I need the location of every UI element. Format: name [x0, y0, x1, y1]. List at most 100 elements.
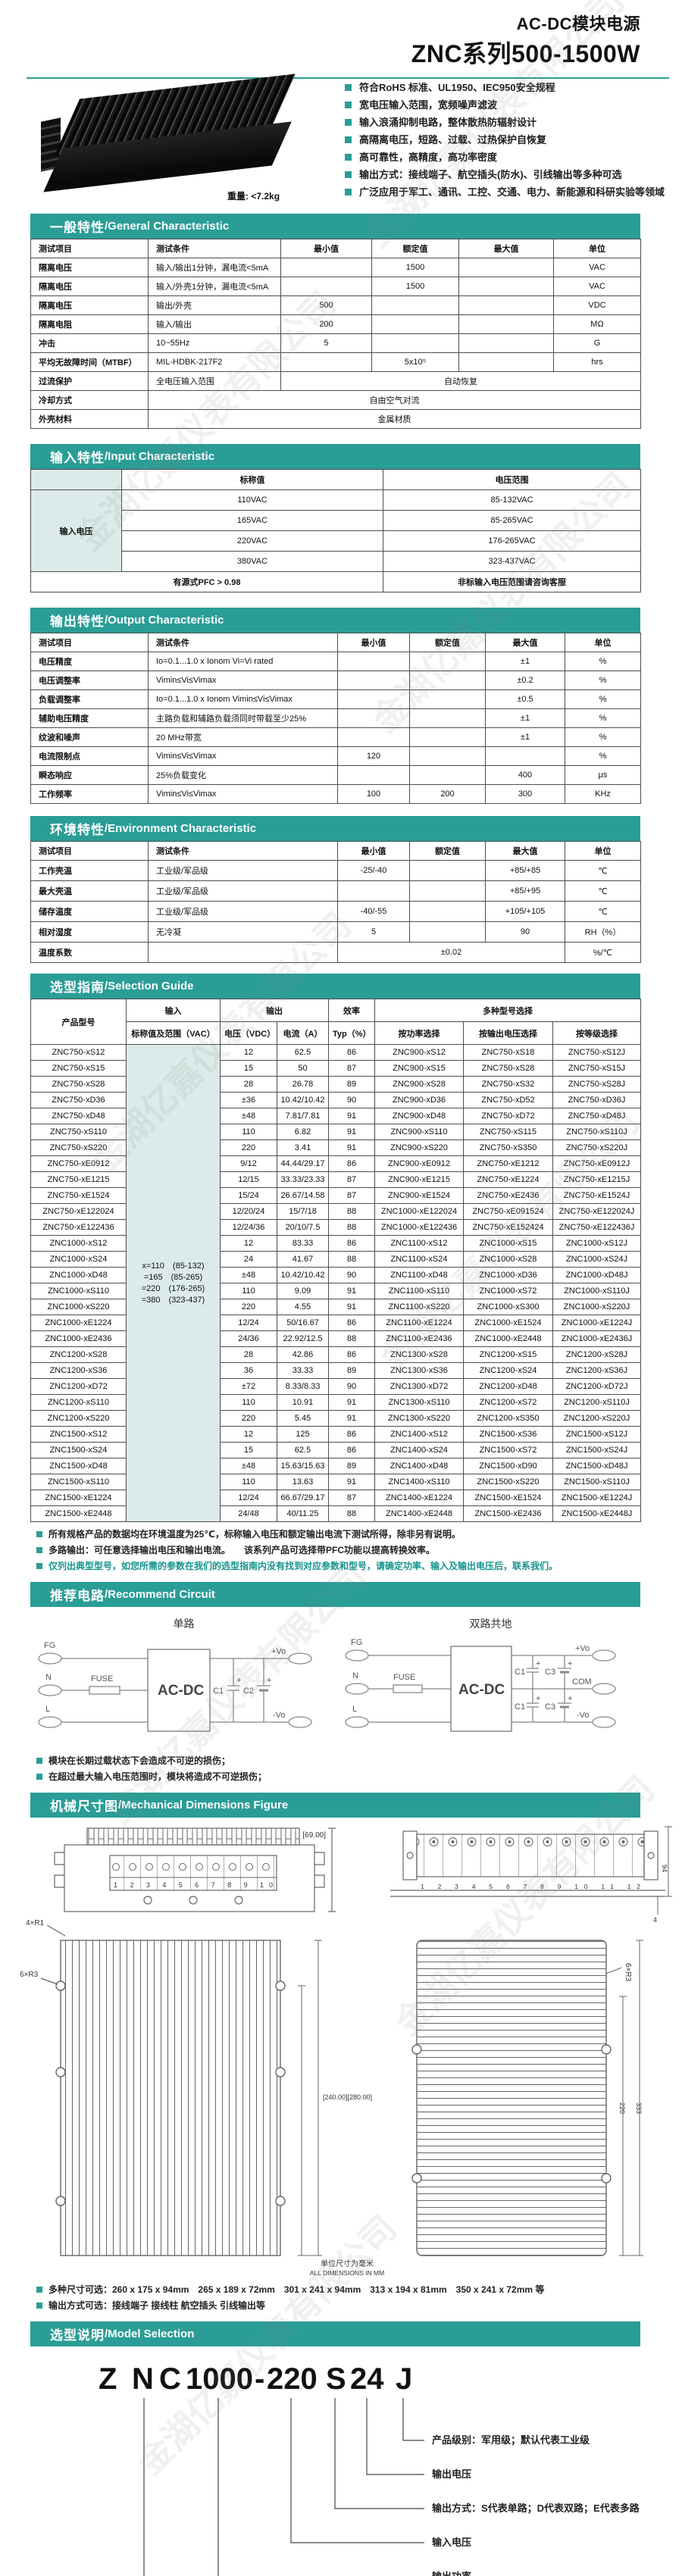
cell: 86	[328, 1315, 375, 1331]
code-part: Z	[99, 2362, 117, 2396]
cell: ZNC1000-xS12J	[552, 1235, 642, 1252]
cell: ±1	[485, 652, 565, 671]
cell	[337, 652, 410, 671]
cell: ZNC1100-xD48	[374, 1267, 464, 1283]
cell	[371, 295, 459, 315]
cell: %	[565, 689, 641, 709]
cell	[280, 277, 372, 296]
col-header: 输入	[126, 999, 221, 1022]
cell: ZNC1200-xS24	[463, 1362, 553, 1379]
cell: ℃	[565, 901, 641, 922]
code-part: S	[326, 2362, 346, 2396]
cell: ZNC900-xS110	[374, 1124, 464, 1140]
feature-item: 符合RoHS 标准、UL1950、IEC950安全规程	[345, 82, 678, 93]
cell: ZNC1200-xS220J	[552, 1410, 642, 1427]
table-row: 电流限制点 Vimin≤Vi≤Vimax 120 %	[30, 746, 641, 766]
cell: ZNC1400-xS24	[374, 1442, 464, 1458]
table-row: ZNC1000-xS12 12 83.33 86 ZNC1100-xS12 ZN…	[30, 1235, 642, 1252]
col-header: 最小值	[280, 239, 372, 258]
table-row: ZNC750-xE1524 15/24 26.67/14.58 87 ZNC90…	[30, 1187, 642, 1204]
section-title-en: /Model Selection	[105, 2327, 195, 2340]
cell: 工业级/军品级	[148, 880, 338, 902]
cell: +105/+105	[485, 901, 565, 922]
note-text: 输出方式可选：接线端子 接线柱 航空插头 引线输出等	[48, 2300, 266, 2311]
cell	[337, 689, 410, 709]
cell: 5	[337, 921, 410, 943]
cell: +85/+95	[485, 880, 565, 902]
cell: ZNC750-xD36	[30, 1092, 127, 1108]
cell	[371, 333, 459, 353]
cell: 电压精度	[30, 652, 149, 671]
cell: 输入电压	[30, 489, 122, 572]
cell: ZNC1000-xD36	[463, 1267, 553, 1283]
cell: ZNC750-xS28	[463, 1060, 553, 1077]
cell	[409, 860, 486, 881]
table-row: ZNC1500-xD48 ±48 15.63/15.63 89 ZNC1400-…	[30, 1458, 642, 1474]
cell: ZNC1300-xS36	[374, 1362, 464, 1379]
cell: 200	[280, 314, 372, 334]
table-row: 最大壳温 工业级/军品级 +85/+95 ℃	[30, 880, 641, 902]
col-header: 按等级选择	[552, 1021, 642, 1045]
circuit-notes: 模块在长期过载状态下会造成不可逆的损伤； 在超过最大输入电压范围时，模块将造成不…	[0, 1755, 682, 1784]
cell: 90	[485, 921, 565, 943]
cell: 90	[328, 1378, 375, 1395]
code-part: 1000	[186, 2362, 253, 2396]
cell: ZNC900-xS12	[374, 1044, 464, 1061]
cell	[458, 277, 554, 296]
cell: 91	[328, 1108, 375, 1124]
section-title: 环境特性	[50, 823, 105, 837]
header-row: 测试项目 测试条件 最小值 额定值 最大值 单位	[30, 633, 641, 652]
bullet-square-icon	[345, 154, 352, 161]
selection-table: 产品型号 输入 输出 效率 多种型号选择 标称值及范围（VAC） 电压（VDC）…	[30, 999, 642, 1522]
table-row: 有源式PFC > 0.98 非标输入电压范围请咨询客服	[30, 571, 641, 592]
cell: 62.5	[277, 1044, 329, 1061]
vo-plus-label: +Vo	[271, 1647, 286, 1656]
table-row: ZNC1200-xD72 ±72 8.33/8.33 90 ZNC1300-xD…	[30, 1378, 642, 1395]
cell: 12	[220, 1044, 277, 1061]
cell: ZNC1200-xS36J	[552, 1362, 642, 1379]
section-title: 一般特性	[50, 220, 105, 235]
table-row: ZNC1200-xS110 110 10.91 91 ZNC1300-xS110…	[30, 1394, 642, 1411]
unit-note-cn: 单位尺寸为毫米	[321, 2259, 374, 2268]
table-row: 380VAC 323-437VAC	[31, 551, 641, 572]
bullet-square-icon	[36, 1531, 42, 1537]
svg-text:+: +	[568, 1659, 572, 1668]
col-header: 按输出电压选择	[463, 1021, 553, 1045]
cell: ZNC1500-xS220	[463, 1474, 553, 1490]
cell: ZNC1000-xS24	[30, 1251, 127, 1268]
col-header: 电压（VDC）	[220, 1021, 277, 1045]
table-row: 工作频率 Vimin≤Vi≤Vimax 100 200 300 KHz	[30, 784, 641, 804]
table-row: ZNC750-xS220 220 3.41 91 ZNC900-xS220 ZN…	[30, 1140, 642, 1156]
cell: Io=0.1...1.0 x Ionom Vimin≤Vi≤Vimax	[148, 689, 338, 709]
col-header: 效率	[328, 999, 375, 1022]
cell: 22.92/12.5	[277, 1330, 329, 1347]
table-row: 隔离电压 输入/输出1分钟，漏电流<5mA 1500 VAC	[30, 258, 641, 277]
cell: 10.42/10.42	[277, 1092, 329, 1108]
col-header: 测试项目	[30, 633, 149, 652]
cell: ZNC750-xS115	[463, 1124, 553, 1140]
cell: Vimin≤Vi≤Vimax	[148, 746, 338, 766]
cell: 26.78	[277, 1076, 329, 1093]
note-text: 所有规格产品的数据均在环境温度为25℃，标称输入电压和额定输出电流下测试所得，除…	[48, 1529, 461, 1540]
cell: 66.67/29.17	[277, 1490, 329, 1506]
cell: 86	[328, 1235, 375, 1252]
selection-notes: 所有规格产品的数据均在环境温度为25℃，标称输入电压和额定输出电流下测试所得，除…	[0, 1528, 682, 1573]
cell: ZNC1200-xD72	[30, 1378, 127, 1395]
table-row: 外壳材料 金属材质	[30, 409, 641, 429]
cell: 自由空气对流	[148, 390, 641, 410]
mechanical-drawing-svg: 1 2 3 4 5 6 7 8 9 10 [69.00] 4×R1 6×R3 […	[20, 1826, 672, 2277]
code-part: J	[396, 2362, 412, 2396]
table-row: ZNC750-xD36 ±36 10.42/10.42 90 ZNC900-xD…	[30, 1092, 642, 1108]
cell: 91	[328, 1299, 375, 1315]
circuit-title: 单路	[173, 1618, 195, 1630]
cell: ZNC750-xE1215J	[552, 1171, 642, 1188]
cell: 36	[220, 1362, 277, 1379]
cell: ZNC1200-xS36	[30, 1362, 127, 1379]
feature-item: 广泛应用于军工、通讯、工控、交通、电力、新能源和科研实验等领域	[345, 186, 678, 198]
table-row: 165VAC 85-265VAC	[31, 510, 641, 531]
col-header: 产品型号	[30, 999, 127, 1045]
cell: ZNC1100-xE2436	[374, 1330, 464, 1347]
cell: ZNC1200-xS110J	[552, 1394, 642, 1411]
cell: ZNC1000-xE1224J	[552, 1315, 642, 1331]
svg-text:+: +	[236, 1676, 241, 1685]
